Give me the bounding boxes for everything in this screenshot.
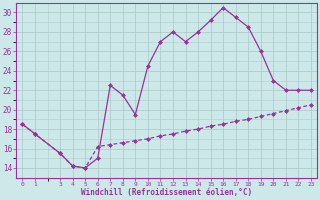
X-axis label: Windchill (Refroidissement éolien,°C): Windchill (Refroidissement éolien,°C) (81, 188, 252, 197)
